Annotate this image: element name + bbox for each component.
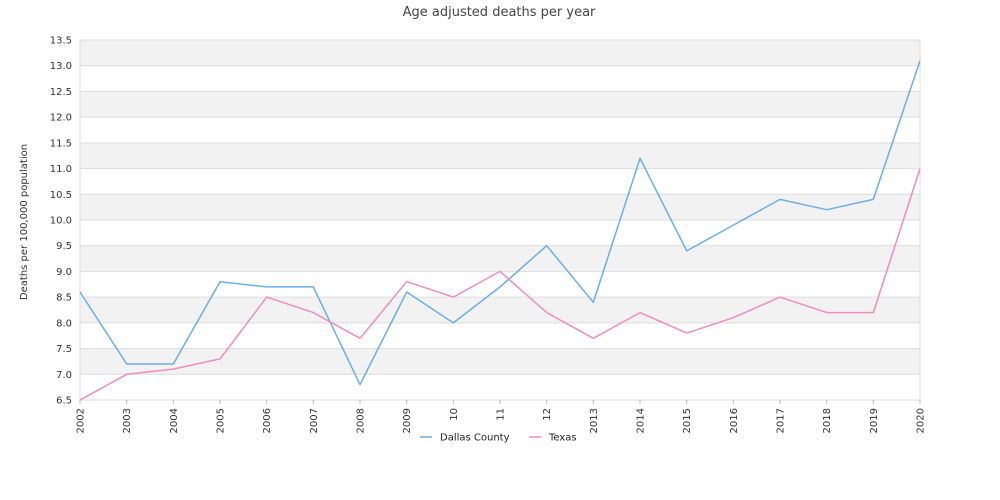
x-tick-label: 2019 bbox=[869, 408, 880, 433]
x-tick-label: 11 bbox=[496, 408, 507, 421]
x-tick-label: 2020 bbox=[916, 408, 927, 433]
grid-band bbox=[80, 91, 920, 118]
grid-band bbox=[80, 65, 920, 92]
y-tick-label: 8.5 bbox=[56, 293, 72, 304]
y-tick-label: 9.0 bbox=[56, 267, 72, 278]
x-tick-label: 2014 bbox=[636, 408, 647, 433]
grid-band bbox=[80, 374, 920, 400]
legend-label: Dallas County bbox=[440, 433, 510, 444]
x-tick-label: 2015 bbox=[682, 408, 693, 433]
grid-band bbox=[80, 348, 920, 375]
y-tick-label: 10.0 bbox=[50, 216, 72, 227]
x-tick-label: 10 bbox=[449, 408, 460, 421]
x-tick-label: 2017 bbox=[776, 408, 787, 433]
y-tick-label: 13.5 bbox=[50, 36, 72, 47]
x-tick-label: 12 bbox=[542, 408, 553, 421]
y-tick-label: 7.0 bbox=[56, 370, 72, 381]
series-line-texas bbox=[79, 168, 921, 401]
x-tick-label: 2004 bbox=[169, 408, 180, 433]
x-tick-label: 2006 bbox=[262, 408, 273, 433]
y-tick-label: 12.5 bbox=[50, 87, 72, 98]
x-tick-label: 2018 bbox=[822, 408, 833, 433]
x-tick-label: 2005 bbox=[216, 408, 227, 433]
x-tick-label: 2009 bbox=[402, 408, 413, 433]
grid-band bbox=[80, 40, 920, 66]
x-axis-ticks: 2002 2003 2004 2005 2006 2007 2008 2009 10 11 12 20… bbox=[76, 400, 927, 433]
series-line-dallas-county bbox=[79, 60, 921, 386]
x-tick-label: 2016 bbox=[729, 408, 740, 433]
grid-band bbox=[80, 220, 920, 246]
grid-band bbox=[80, 194, 920, 220]
y-tick-label: 9.5 bbox=[56, 241, 72, 252]
grid-bands bbox=[79, 39, 921, 401]
grid-band bbox=[80, 297, 920, 323]
y-tick-label: 13.0 bbox=[50, 61, 72, 72]
x-tick-label: 2013 bbox=[589, 408, 600, 433]
series-lines bbox=[79, 60, 921, 401]
grid-band bbox=[80, 271, 920, 298]
grid-band bbox=[80, 142, 920, 169]
grid-band bbox=[80, 245, 920, 272]
y-tick-label: 7.5 bbox=[56, 344, 72, 355]
legend: Dallas County Texas bbox=[420, 433, 577, 444]
y-axis-ticks: 6.5 7.0 7.5 8.0 8.5 9.0 9.5 10.0 10.5 11.0 11.5 12.… bbox=[50, 36, 72, 407]
chart-title: Age adjusted deaths per year bbox=[403, 5, 596, 20]
grid-band bbox=[80, 322, 920, 349]
grid-band bbox=[80, 117, 920, 143]
grid-band bbox=[80, 168, 920, 195]
x-tick-label: 2007 bbox=[309, 408, 320, 433]
legend-label: Texas bbox=[548, 433, 577, 444]
y-tick-label: 10.5 bbox=[50, 190, 72, 201]
x-tick-label: 2002 bbox=[76, 408, 87, 433]
x-tick-label: 2008 bbox=[356, 408, 367, 433]
y-tick-label: 11.5 bbox=[50, 138, 72, 149]
y-axis-label: Deaths per 100,000 population bbox=[19, 144, 30, 300]
y-tick-label: 8.0 bbox=[56, 318, 72, 329]
y-tick-label: 6.5 bbox=[56, 396, 72, 407]
y-tick-label: 12.0 bbox=[50, 113, 72, 124]
x-tick-label: 2003 bbox=[122, 408, 133, 433]
y-tick-label: 11.0 bbox=[50, 164, 72, 175]
